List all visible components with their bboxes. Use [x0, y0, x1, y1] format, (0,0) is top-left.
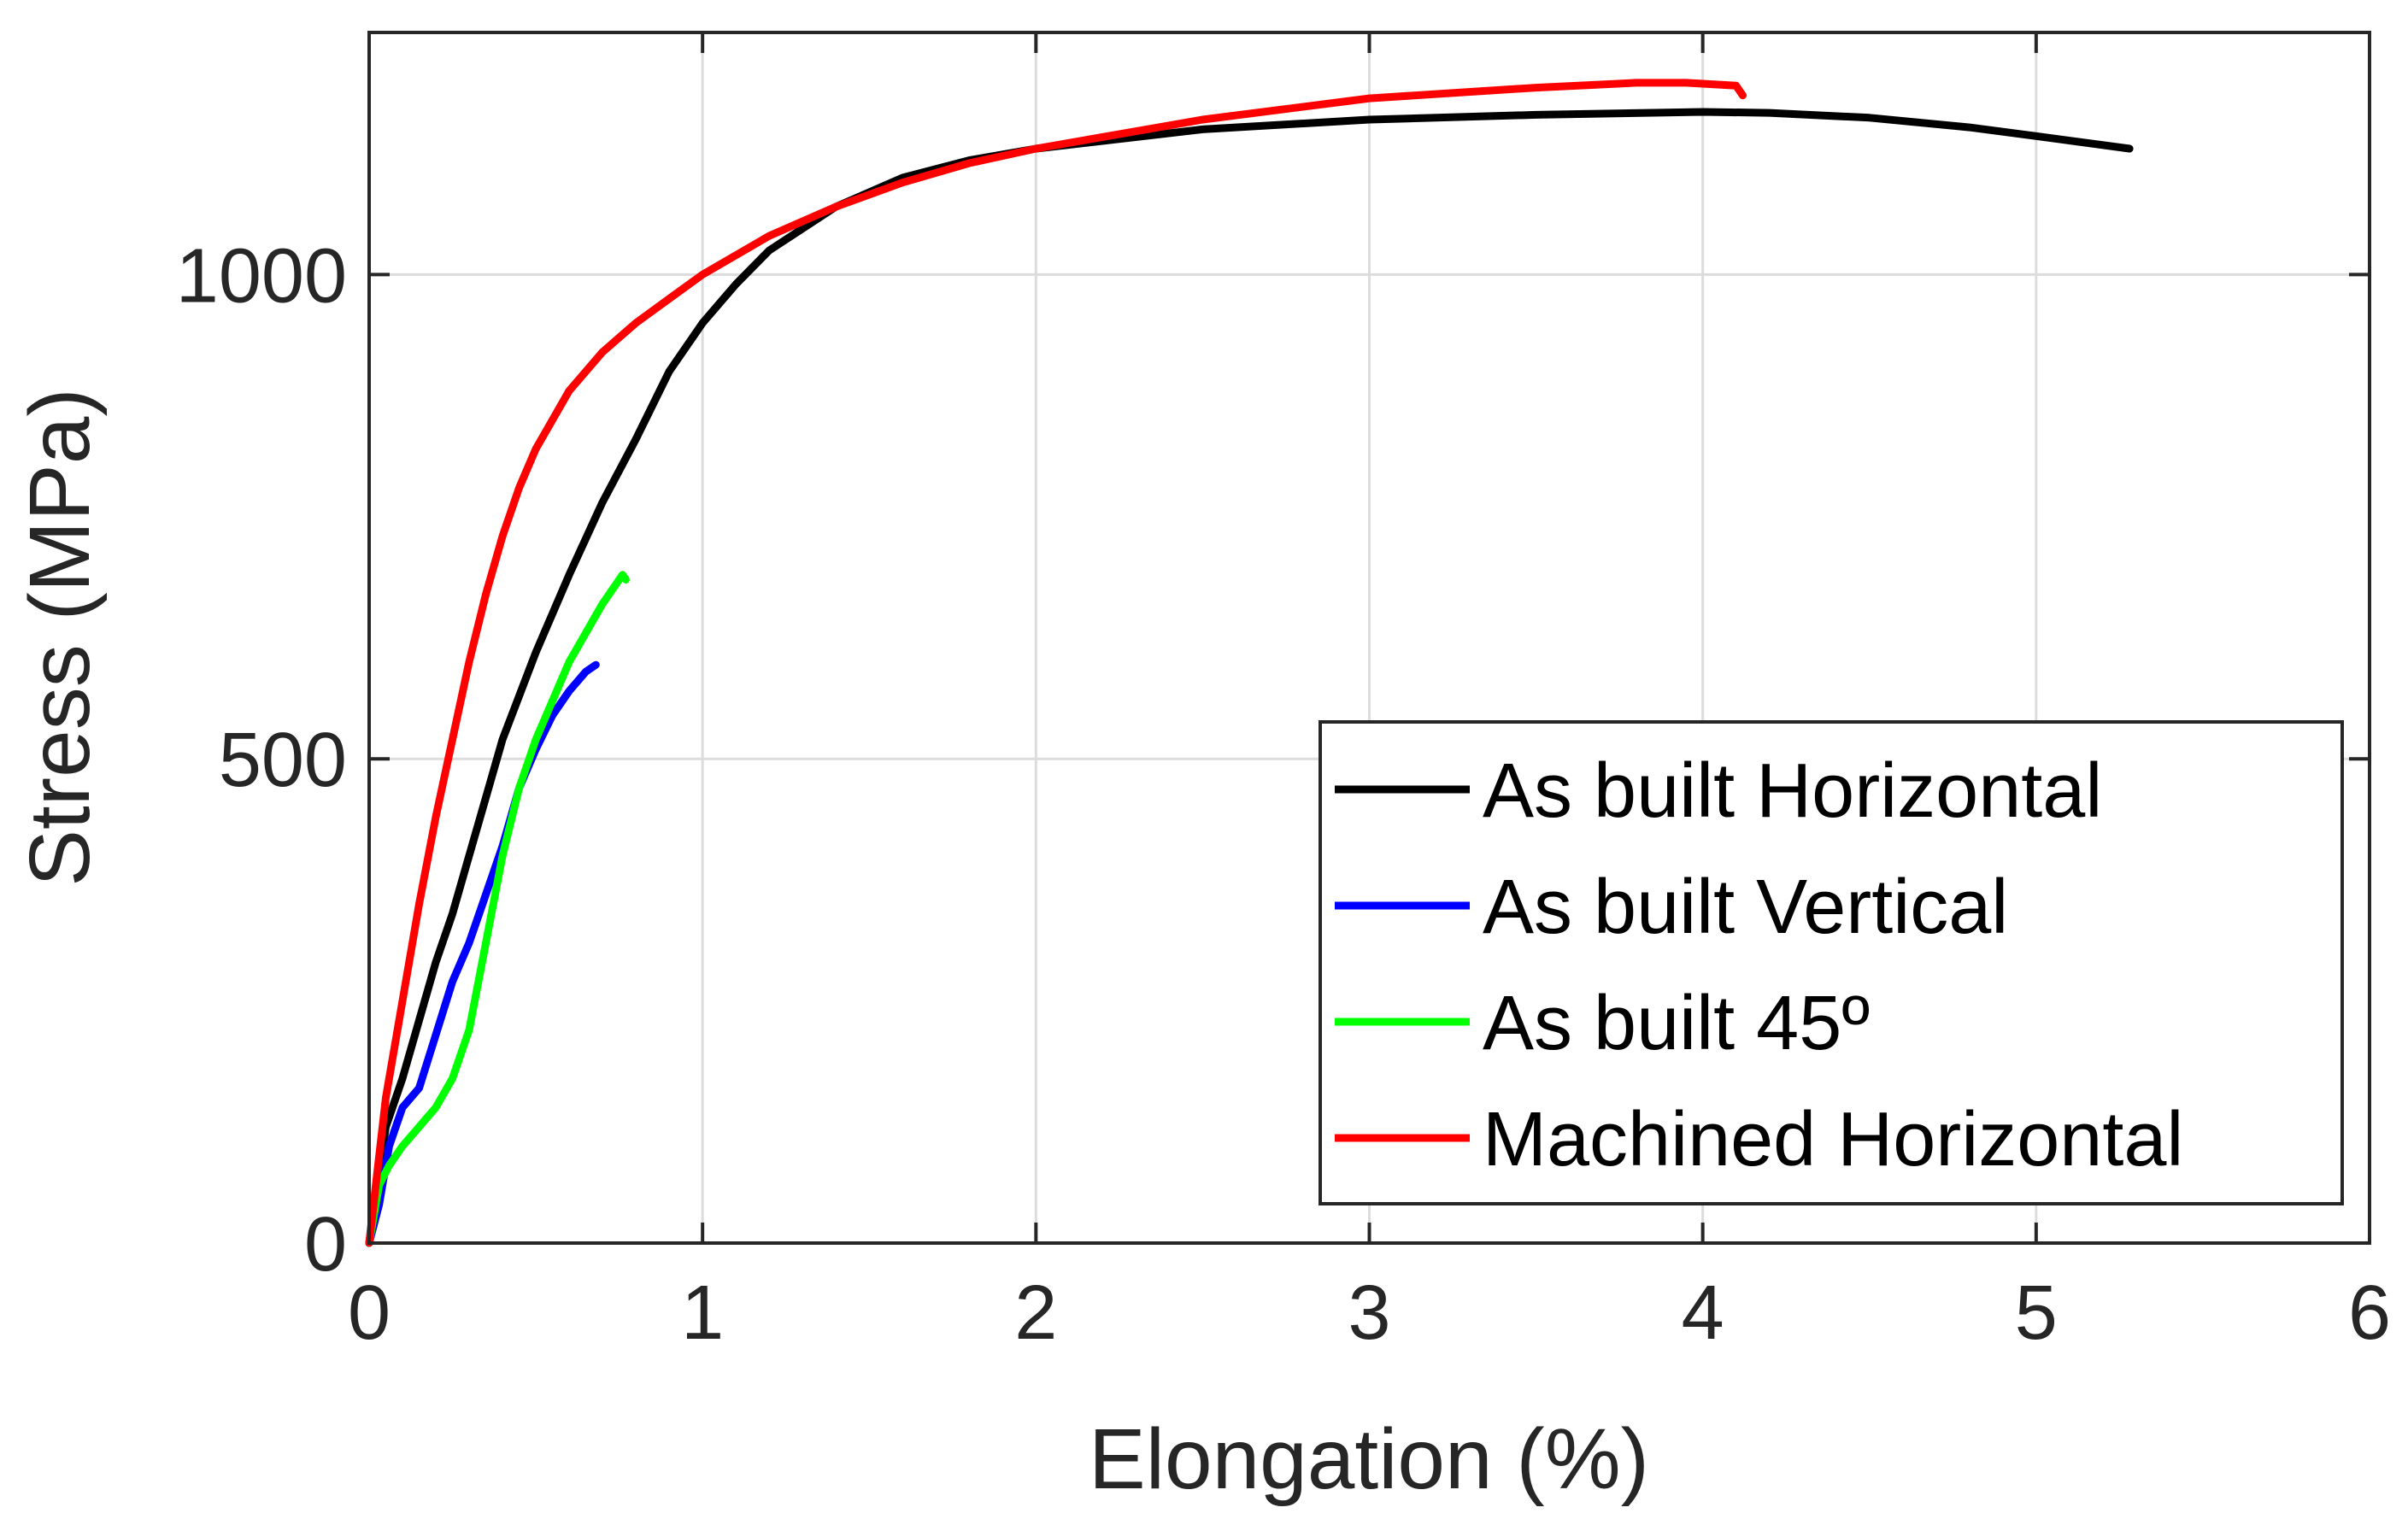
y-tick-label: 0 [304, 1202, 347, 1287]
y-tick-label: 1000 [176, 233, 347, 319]
legend-box [1319, 720, 2344, 1205]
x-axis-title: Elongation (%) [1089, 1411, 1649, 1507]
x-tick-label: 2 [1014, 1270, 1057, 1356]
y-axis-title: Stress (MPa) [12, 388, 108, 886]
legend-label-0: As built Horizontal [1483, 748, 2102, 834]
legend: As built Horizontal As built Vertical As b… [1319, 720, 2344, 1205]
legend-label-3: Machined Horizontal [1483, 1097, 2183, 1182]
series-line-2 [365, 571, 630, 1247]
x-tick-label: 5 [2015, 1270, 2058, 1356]
legend-label-1: As built Vertical [1483, 865, 2008, 950]
x-tick-label: 3 [1348, 1270, 1390, 1356]
x-tick-label: 0 [348, 1270, 391, 1356]
x-tick-label: 6 [2348, 1270, 2391, 1356]
series-line-3 [365, 79, 1747, 1247]
y-tick-labels: 0 500 1000 [176, 233, 347, 1287]
y-tick-label: 500 [219, 718, 347, 803]
legend-label-2: As built 45º [1483, 981, 1870, 1066]
series-group [365, 79, 2134, 1247]
x-tick-label: 1 [681, 1270, 724, 1356]
x-tick-labels: 0 1 2 3 4 5 6 [348, 1270, 2391, 1356]
legend-items: As built Horizontal As built Vertical As b… [1335, 748, 2183, 1182]
series-line-1 [365, 660, 600, 1247]
series-line-0 [365, 108, 2134, 1247]
tick-marks [367, 32, 2371, 1245]
x-tick-label: 4 [1682, 1270, 1724, 1356]
